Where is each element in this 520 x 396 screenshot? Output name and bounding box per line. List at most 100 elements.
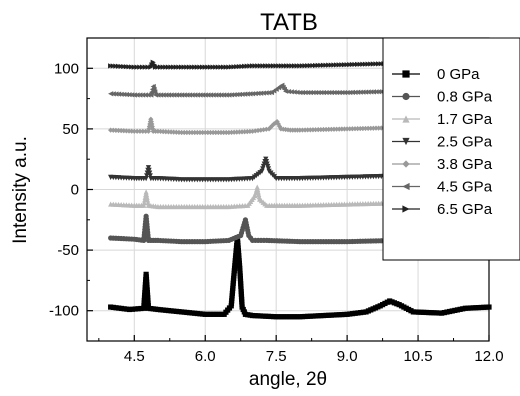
data-point bbox=[144, 284, 150, 290]
data-point bbox=[294, 63, 300, 69]
data-point bbox=[284, 63, 290, 69]
data-point bbox=[186, 310, 193, 316]
data-point bbox=[331, 62, 337, 68]
data-point bbox=[192, 92, 198, 98]
data-point bbox=[147, 170, 153, 176]
data-point bbox=[326, 89, 332, 96]
data-point bbox=[141, 305, 147, 311]
data-point bbox=[132, 306, 138, 312]
data-point bbox=[215, 92, 221, 98]
y-tick-label: 0 bbox=[71, 182, 79, 199]
data-point bbox=[126, 92, 132, 98]
data-point bbox=[278, 314, 285, 320]
data-point bbox=[457, 306, 463, 312]
data-point bbox=[123, 64, 130, 70]
data-point bbox=[305, 63, 311, 69]
data-point bbox=[145, 92, 151, 98]
data-point bbox=[202, 311, 208, 317]
data-point bbox=[194, 129, 200, 136]
data-point bbox=[239, 91, 245, 97]
data-point bbox=[376, 61, 382, 67]
data-point bbox=[331, 312, 337, 318]
data-point bbox=[257, 63, 264, 69]
x-tick-label: 9.0 bbox=[337, 348, 358, 365]
legend-label: 0.8 GPa bbox=[437, 89, 493, 106]
data-point bbox=[171, 92, 177, 98]
data-point bbox=[252, 63, 258, 69]
data-point bbox=[113, 91, 119, 97]
data-point bbox=[215, 64, 221, 70]
data-point bbox=[305, 89, 311, 96]
data-point bbox=[118, 305, 125, 312]
data-point bbox=[115, 91, 122, 97]
data-point bbox=[360, 309, 366, 315]
data-point bbox=[355, 126, 361, 132]
data-point bbox=[213, 64, 219, 70]
data-point bbox=[291, 89, 297, 95]
data-point bbox=[137, 128, 143, 134]
data-point bbox=[242, 91, 248, 97]
data-point bbox=[468, 305, 474, 311]
data-point bbox=[276, 63, 282, 69]
data-point bbox=[344, 62, 350, 68]
data-point bbox=[373, 89, 379, 95]
y-tick-label: 100 bbox=[54, 60, 79, 77]
legend-label: 3.8 GPa bbox=[437, 156, 493, 173]
data-point bbox=[194, 64, 200, 70]
data-point bbox=[323, 89, 329, 96]
data-point bbox=[138, 305, 144, 312]
data-point bbox=[207, 129, 214, 136]
data-point bbox=[289, 63, 295, 69]
data-point bbox=[352, 61, 358, 68]
data-point bbox=[134, 128, 140, 134]
x-tick-label: 4.5 bbox=[124, 348, 145, 365]
data-point bbox=[341, 89, 348, 96]
data-point bbox=[475, 305, 482, 311]
data-point bbox=[355, 61, 361, 67]
data-point bbox=[362, 61, 369, 67]
data-point bbox=[129, 64, 135, 70]
data-point bbox=[113, 305, 119, 311]
data-point bbox=[270, 314, 277, 320]
legend-item: 0 GPa bbox=[392, 66, 480, 83]
data-point bbox=[349, 126, 355, 132]
data-point bbox=[339, 126, 345, 132]
data-point bbox=[244, 91, 250, 97]
data-point bbox=[210, 129, 216, 136]
data-point bbox=[305, 313, 311, 319]
legend-marker bbox=[402, 137, 410, 146]
data-point bbox=[274, 119, 280, 125]
data-point bbox=[126, 64, 132, 70]
data-point bbox=[197, 64, 203, 70]
data-point bbox=[331, 89, 337, 96]
data-point bbox=[146, 167, 152, 174]
data-point bbox=[145, 295, 151, 301]
data-point bbox=[307, 63, 313, 69]
data-point bbox=[270, 63, 277, 69]
data-point bbox=[192, 64, 198, 70]
data-point bbox=[320, 89, 327, 96]
data-point bbox=[307, 89, 313, 96]
legend-item: 2.5 GPa bbox=[392, 134, 493, 151]
data-point bbox=[168, 64, 174, 70]
data-point bbox=[234, 91, 240, 98]
data-point bbox=[249, 63, 256, 69]
data-point bbox=[291, 314, 298, 320]
data-point bbox=[202, 129, 208, 136]
data-point bbox=[160, 92, 166, 98]
data-point bbox=[181, 92, 187, 98]
data-point bbox=[326, 62, 332, 68]
y-tick-label: 50 bbox=[62, 121, 79, 138]
data-point bbox=[281, 63, 287, 69]
data-point bbox=[286, 63, 292, 69]
data-point bbox=[160, 307, 166, 313]
data-point bbox=[141, 199, 147, 206]
data-point bbox=[289, 314, 295, 320]
data-point bbox=[242, 63, 248, 69]
data-point bbox=[131, 64, 137, 70]
data-point bbox=[173, 92, 179, 98]
data-point bbox=[263, 63, 269, 69]
data-point bbox=[465, 305, 471, 311]
data-point bbox=[347, 89, 353, 96]
data-point bbox=[478, 304, 484, 311]
